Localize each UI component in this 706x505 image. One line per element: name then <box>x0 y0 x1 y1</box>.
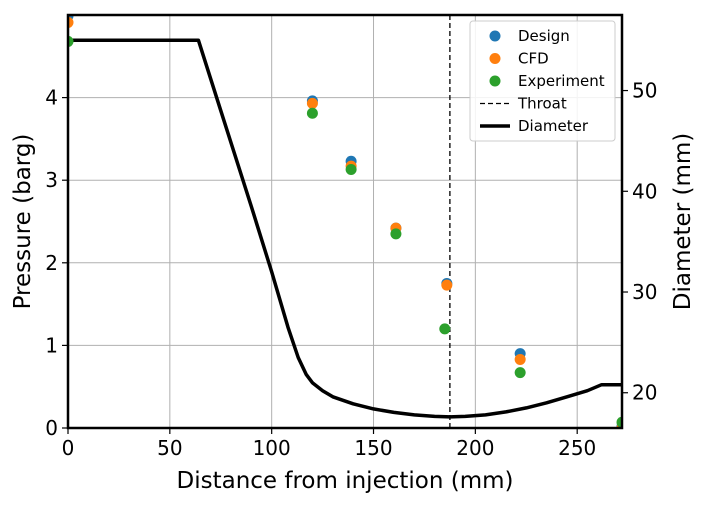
legend-marker-cfd <box>489 53 501 64</box>
legend-label-cfd: CFD <box>518 50 549 68</box>
y-axis-label-right: Diameter (mm) <box>670 133 696 310</box>
y-tick-label-left: 2 <box>45 251 58 275</box>
y-tick-label-right: 50 <box>632 79 657 103</box>
diameter-line-layer <box>68 38 622 419</box>
y-tick-label-left: 1 <box>45 333 58 357</box>
experiment-point <box>439 323 451 335</box>
experiment-point <box>390 228 402 240</box>
legend-label-design: Design <box>518 27 570 45</box>
y-axis-label-left: Pressure (barg) <box>10 134 36 310</box>
ticks: 0 50 100 150 200 250 0 1 2 3 4 20 30 40 50 <box>45 79 657 460</box>
x-tick-label: 200 <box>456 436 494 460</box>
legend-label-throat: Throat <box>517 95 567 113</box>
cfd-point <box>306 97 318 109</box>
legend-marker-experiment <box>489 75 501 87</box>
legend-label-diameter: Diameter <box>518 117 589 135</box>
experiment-point <box>345 163 357 175</box>
experiment-point <box>514 367 526 379</box>
y-tick-label-left: 3 <box>45 168 58 192</box>
y-tick-label-left: 0 <box>45 416 58 440</box>
cfd-point <box>68 16 74 28</box>
plot-frame <box>66 13 624 430</box>
legend: Design CFD Experiment Throat Diameter <box>469 20 616 142</box>
x-tick-label: 50 <box>157 436 182 460</box>
x-tick-label: 250 <box>558 436 596 460</box>
legend-box <box>469 20 616 142</box>
experiment-point <box>68 35 74 47</box>
legend-marker-design <box>489 30 501 42</box>
experiment-point <box>306 107 318 119</box>
legend-label-experiment: Experiment <box>518 72 605 90</box>
y-tick-label-right: 20 <box>632 381 657 405</box>
scatter-points-layer <box>68 15 622 428</box>
diameter-line <box>68 38 622 419</box>
x-tick-label: 0 <box>62 436 75 460</box>
experiment-point <box>616 416 622 428</box>
cfd-point <box>514 353 526 365</box>
x-tick-label: 150 <box>354 436 392 460</box>
y-tick-label-right: 30 <box>632 280 657 304</box>
cfd-point <box>441 279 453 291</box>
x-axis-label: Distance from injection (mm) <box>177 468 514 494</box>
y-tick-label-right: 40 <box>632 179 657 203</box>
y-tick-label-left: 4 <box>45 86 58 110</box>
x-tick-label: 100 <box>253 436 291 460</box>
